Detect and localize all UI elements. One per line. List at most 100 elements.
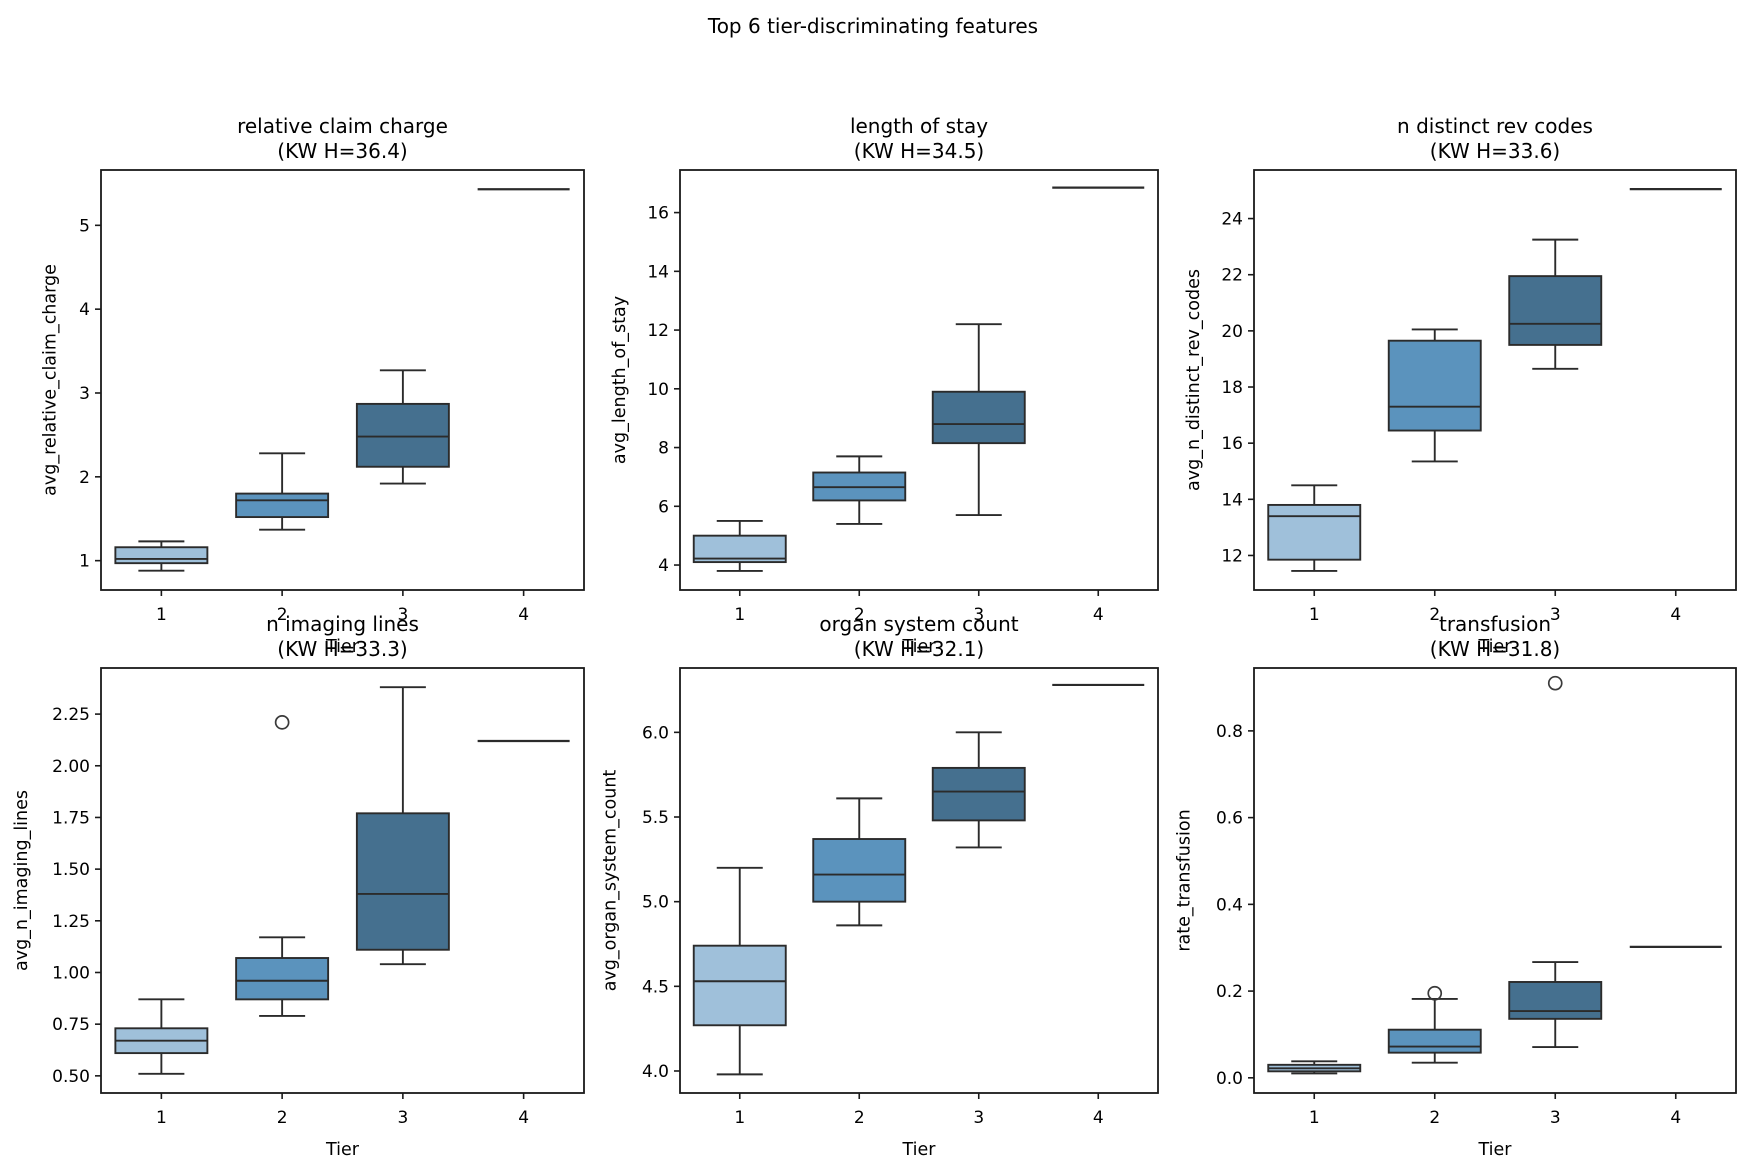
x-tick-label: 3	[397, 1108, 408, 1128]
subplot-title: length of stay	[850, 114, 988, 138]
y-tick-label: 5.5	[642, 808, 669, 828]
subplot-avg_relative_claim_charge: relative claim charge(KW H=36.4) 1 2 3 4 5 1 2 3…	[41, 114, 585, 657]
box-tier-1	[1267, 503, 1362, 561]
x-axis-label: Tier	[325, 1140, 360, 1160]
x-tick-label: 3	[1550, 1108, 1561, 1128]
y-tick-label: 6.0	[642, 723, 669, 743]
y-axis-label: avg_length_of_stay	[610, 296, 630, 464]
x-tick-label: 4	[1670, 1108, 1681, 1128]
subplot-avg_organ_system_count: organ system count(KW H=32.1) 4.0 4.5 5.0 5.…	[601, 612, 1159, 1160]
x-tick-label: 2	[277, 1108, 288, 1128]
y-tick-label: 14	[1221, 490, 1243, 510]
y-axis-label: avg_n_distinct_rev_codes	[1184, 269, 1204, 491]
axes-frame	[1253, 667, 1737, 1094]
x-tick-label: 3	[397, 605, 408, 625]
x-tick-label: 2	[277, 605, 288, 625]
x-tick-label: 3	[973, 1108, 984, 1128]
y-tick-label: 0.4	[1216, 895, 1243, 915]
box-tier-2	[235, 492, 330, 519]
y-axis-label: avg_n_imaging_lines	[12, 790, 32, 971]
y-tick-label: 4	[658, 556, 669, 576]
y-tick-label: 0.2	[1216, 982, 1243, 1002]
x-axis-label: Tier	[1478, 637, 1513, 657]
axes-frame	[679, 169, 1159, 591]
y-tick-label: 1.25	[52, 912, 90, 932]
x-tick-label: 1	[156, 605, 167, 625]
y-tick-label: 1.00	[52, 963, 90, 983]
y-tick-label: 2	[79, 468, 90, 488]
x-axis-label: Tier	[902, 637, 937, 657]
subplot-avg_n_distinct_rev_codes: n distinct rev codes(KW H=33.6)121416182…	[1184, 114, 1737, 657]
axes-frame	[100, 667, 585, 1094]
x-tick-label: 4	[1670, 605, 1681, 625]
subplot-subtitle: (KW H=33.6)	[1430, 139, 1560, 163]
subplot-subtitle: (KW H=33.3)	[277, 637, 407, 661]
box-tier-3	[931, 390, 1026, 445]
subplot-title: n distinct rev codes	[1397, 114, 1593, 138]
box-tier-3	[1508, 275, 1603, 346]
subplot-avg_n_imaging_lines: n imaging lines(KW H=33.3) 0.50 0.75 1.00 1.…	[12, 612, 585, 1160]
y-tick-label: 16	[647, 204, 669, 224]
outlier-point	[274, 715, 290, 730]
outlier-point	[1547, 675, 1563, 691]
y-tick-label: 22	[1221, 266, 1243, 286]
subplot-title: n imaging lines	[266, 612, 419, 636]
subplot-subtitle: (KW H=36.4)	[277, 139, 407, 163]
y-tick-label: 0.50	[52, 1067, 90, 1087]
subplot-subtitle: (KW H=31.8)	[1430, 637, 1560, 661]
x-tick-label: 4	[518, 1108, 529, 1128]
y-tick-label: 1.75	[52, 808, 90, 828]
y-tick-label: 0.75	[52, 1015, 90, 1035]
y-tick-label: 12	[1221, 546, 1243, 566]
y-tick-label: 10	[647, 380, 669, 400]
y-tick-label: 18	[1221, 378, 1243, 398]
x-tick-label: 1	[156, 1108, 167, 1128]
x-tick-label: 1	[734, 605, 745, 625]
x-tick-label: 2	[854, 605, 865, 625]
box-tier-2	[812, 838, 907, 903]
box-tier-3	[355, 402, 450, 468]
x-tick-label: 2	[1429, 605, 1440, 625]
x-axis-label: Tier	[1478, 1140, 1513, 1160]
y-tick-label: 0.6	[1216, 809, 1243, 829]
y-tick-label: 1	[79, 552, 90, 572]
box-tier-2	[1387, 339, 1482, 432]
y-tick-label: 3	[79, 384, 90, 404]
box-tier-3	[1508, 981, 1603, 1020]
box-tier-2	[1387, 1028, 1482, 1054]
x-axis-label: Tier	[325, 637, 360, 657]
y-axis-label: avg_organ_system_count	[601, 770, 621, 992]
y-tick-label: 20	[1221, 322, 1243, 342]
axes-frame	[679, 667, 1159, 1094]
y-tick-label: 4	[79, 300, 90, 320]
box-tier-2	[235, 957, 330, 1001]
x-tick-label: 3	[973, 605, 984, 625]
y-axis-label: rate_transfusion	[1175, 809, 1195, 951]
box-tier-1	[114, 546, 209, 565]
figure-suptitle: Top 6 tier-discriminating features	[707, 14, 1038, 38]
box-tier-3	[931, 766, 1026, 822]
y-tick-label: 0.0	[1216, 1069, 1243, 1089]
x-tick-label: 1	[734, 1108, 745, 1128]
y-tick-label: 24	[1221, 210, 1243, 230]
y-tick-label: 1.50	[52, 860, 90, 880]
y-tick-label: 12	[647, 321, 669, 341]
x-tick-label: 1	[1309, 605, 1320, 625]
y-tick-label: 4.5	[642, 977, 669, 997]
box-tier-1	[692, 944, 787, 1027]
y-tick-label: 14	[647, 262, 669, 282]
y-tick-label: 16	[1221, 434, 1243, 454]
y-tick-label: 2.00	[52, 757, 90, 777]
x-tick-label: 2	[1429, 1108, 1440, 1128]
x-tick-label: 3	[1550, 605, 1561, 625]
subplot-subtitle: (KW H=34.5)	[854, 139, 984, 163]
subplot-subtitle: (KW H=32.1)	[854, 637, 984, 661]
y-tick-label: 6	[658, 497, 669, 517]
y-tick-label: 0.8	[1216, 722, 1243, 742]
axes-frame	[100, 169, 585, 591]
x-tick-label: 1	[1309, 1108, 1320, 1128]
